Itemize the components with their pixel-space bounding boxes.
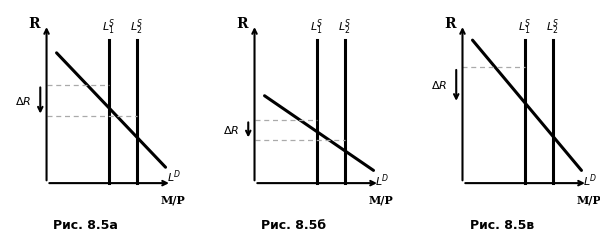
Text: Рис. 8.5б: Рис. 8.5б <box>261 219 326 232</box>
Text: $\Delta R$: $\Delta R$ <box>431 79 448 91</box>
Text: $L_2^S$: $L_2^S$ <box>130 17 143 37</box>
Text: R: R <box>28 17 40 31</box>
Text: $L_1^S$: $L_1^S$ <box>518 17 532 37</box>
Text: $L^D$: $L^D$ <box>583 172 597 188</box>
Text: M/P: M/P <box>368 194 394 205</box>
Text: $L^D$: $L^D$ <box>375 172 389 188</box>
Text: R: R <box>444 17 456 31</box>
Text: M/P: M/P <box>161 194 185 205</box>
Text: Рис. 8.5в: Рис. 8.5в <box>470 219 533 232</box>
Text: $L_1^S$: $L_1^S$ <box>103 17 116 37</box>
Text: $\Delta R$: $\Delta R$ <box>223 124 239 136</box>
Text: M/P: M/P <box>577 194 600 205</box>
Text: $L^D$: $L^D$ <box>167 169 181 185</box>
Text: $L_2^S$: $L_2^S$ <box>338 17 352 37</box>
Text: R: R <box>236 17 248 31</box>
Text: $L_1^S$: $L_1^S$ <box>310 17 324 37</box>
Text: $L_2^S$: $L_2^S$ <box>546 17 559 37</box>
Text: $\Delta R$: $\Delta R$ <box>15 95 32 106</box>
Text: Рис. 8.5а: Рис. 8.5а <box>53 219 118 232</box>
